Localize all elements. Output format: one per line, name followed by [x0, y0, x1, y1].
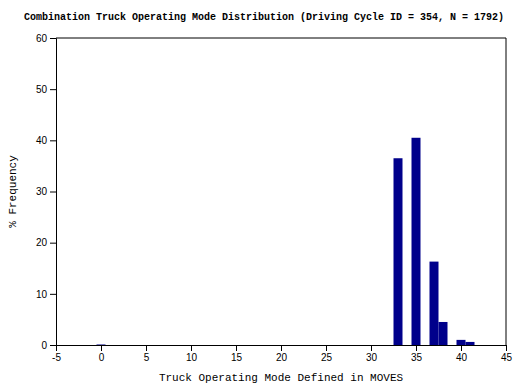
tick-mark — [416, 345, 417, 351]
tick-mark — [50, 294, 56, 295]
tick-mark — [371, 345, 372, 351]
tick: 50 — [36, 84, 56, 95]
tick-mark — [461, 345, 462, 351]
tick-label: 20 — [36, 237, 48, 248]
tick-mark — [506, 345, 507, 351]
chart: -5 0 5 10 15 20 25 30 35 40 45 0 10 20 30 40 50 60 Combina… — [0, 0, 528, 391]
tick-mark — [326, 345, 327, 351]
tick-label: 15 — [231, 352, 243, 363]
tick: 0 — [99, 345, 105, 363]
tick-label: 30 — [366, 352, 378, 363]
frame — [56, 38, 506, 39]
tick: 20 — [276, 345, 288, 363]
tick-label: 10 — [186, 352, 198, 363]
tick-label: 60 — [36, 33, 48, 44]
bar — [412, 138, 421, 345]
y-axis: 0 10 20 30 40 50 60 — [36, 33, 57, 351]
bar — [394, 158, 403, 345]
tick-label: 50 — [36, 84, 48, 95]
tick-label: 25 — [321, 352, 333, 363]
tick-mark — [50, 38, 56, 39]
tick-label: 5 — [144, 352, 150, 363]
bar — [430, 262, 439, 345]
tick-label: 10 — [36, 289, 48, 300]
tick-label: 0 — [41, 340, 47, 351]
tick: 20 — [36, 237, 56, 248]
bar — [439, 322, 448, 345]
tick-mark — [146, 345, 147, 351]
bar — [466, 342, 475, 345]
tick: -5 — [52, 345, 61, 363]
tick: 45 — [501, 345, 513, 363]
tick-mark — [236, 345, 237, 351]
plot-area: -5 0 5 10 15 20 25 30 35 40 45 0 10 20 30 40 50 60 — [36, 33, 513, 363]
tick: 40 — [456, 345, 468, 363]
tick-label: 40 — [36, 135, 48, 146]
tick: 5 — [144, 345, 150, 363]
tick: 30 — [366, 345, 378, 363]
axis-line — [57, 346, 507, 352]
tick-label: 0 — [99, 352, 105, 363]
axis-line — [50, 39, 57, 346]
bar — [457, 340, 466, 345]
tick-mark — [101, 345, 102, 351]
tick-mark — [50, 140, 56, 141]
tick: 35 — [411, 345, 423, 363]
tick-mark — [50, 192, 56, 193]
tick-label: 40 — [456, 352, 468, 363]
tick: 60 — [36, 33, 56, 44]
tick-mark — [191, 345, 192, 351]
tick-label: -5 — [52, 352, 61, 363]
y-axis-title: % Frequency — [7, 155, 19, 228]
frame — [506, 38, 507, 345]
x-axis-title: Truck Operating Mode Defined in MOVES — [159, 372, 404, 384]
bar — [97, 344, 106, 345]
tick-label: 20 — [276, 352, 288, 363]
tick: 0 — [41, 340, 56, 351]
tick: 30 — [36, 186, 56, 197]
tick: 25 — [321, 345, 333, 363]
tick: 10 — [186, 345, 198, 363]
tick-mark — [50, 89, 56, 90]
tick: 15 — [231, 345, 243, 363]
tick-label: 45 — [501, 352, 513, 363]
tick-mark — [50, 345, 56, 346]
x-axis: -5 0 5 10 15 20 25 30 35 40 45 — [52, 345, 512, 363]
tick-label: 30 — [36, 186, 48, 197]
tick: 40 — [36, 135, 56, 146]
tick-mark — [50, 243, 56, 244]
tick-label: 35 — [411, 352, 423, 363]
title: Combination Truck Operating Mode Distrib… — [24, 12, 504, 23]
tick-mark — [281, 345, 282, 351]
bars — [97, 138, 475, 345]
tick: 10 — [36, 289, 56, 300]
